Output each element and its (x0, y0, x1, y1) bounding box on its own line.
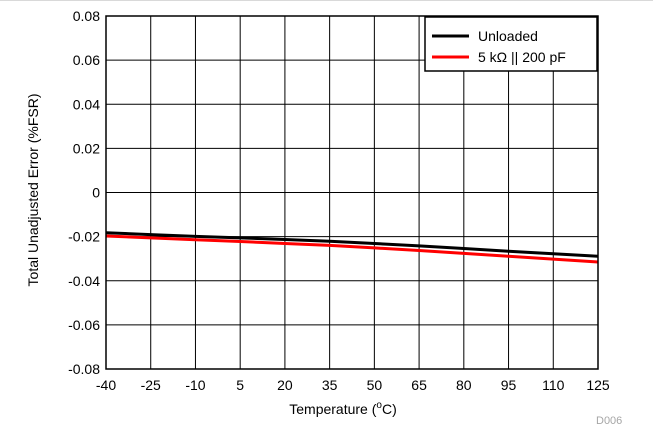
y-tick-labels: 0.08 0.06 0.04 0.02 0 -0.02 -0.04 -0.06 -0.08 (68, 8, 100, 377)
y-tick-label: 0 (92, 185, 100, 201)
x-tick-label: 80 (456, 377, 472, 393)
x-tick-label: 110 (542, 377, 565, 393)
y-tick-label: -0.04 (68, 273, 100, 289)
legend-box (424, 16, 598, 72)
legend: Unloaded 5 kΩ || 200 pF (424, 16, 598, 72)
figure-code: D006 (596, 415, 622, 427)
y-tick-label: 0.08 (73, 8, 100, 24)
series-lines (105, 231, 599, 264)
x-axis-title: Temperature (oC) (289, 400, 397, 417)
x-tick-label: 50 (367, 377, 383, 393)
plot-area-frame (105, 15, 599, 370)
y-tick-label: -0.08 (68, 361, 100, 377)
series-line-unloaded (105, 231, 599, 258)
x-tick-label: 95 (501, 377, 517, 393)
x-tick-label: -25 (141, 377, 161, 393)
y-tick-label: 0.02 (73, 140, 100, 156)
y-axis-title: Total Unadjusted Error (%FSR) (25, 94, 41, 287)
x-tick-label: 20 (277, 377, 293, 393)
x-tick-label: 5 (236, 377, 244, 393)
x-tick-label: -10 (185, 377, 205, 393)
top-rule (0, 0, 653, 1)
x-tick-label: 125 (586, 377, 610, 393)
legend-label: 5 kΩ || 200 pF (478, 49, 566, 65)
y-tick-label: -0.06 (68, 317, 100, 333)
x-tick-label: 35 (322, 377, 338, 393)
y-tick-label: 0.04 (73, 96, 100, 112)
x-tick-labels: -40 -25 -10 5 20 35 50 65 80 95 110 125 (96, 377, 610, 393)
y-tick-label: 0.06 (73, 52, 100, 68)
series-line-loaded (105, 234, 599, 264)
x-tick-label: -40 (96, 377, 116, 393)
y-tick-label: -0.02 (68, 229, 100, 245)
legend-label: Unloaded (478, 28, 538, 44)
x-tick-label: 65 (411, 377, 427, 393)
